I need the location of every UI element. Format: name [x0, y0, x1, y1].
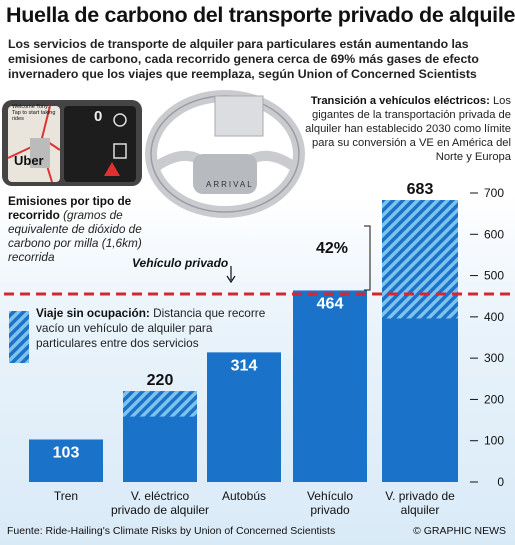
category-label-line: alquiler — [400, 503, 440, 517]
page-title: Huella de carbono del transporte privado… — [6, 3, 515, 27]
percent-bracket — [364, 225, 371, 291]
emissions-note-heading: Emisiones por tipo de recorrido — [8, 194, 132, 222]
emissions-note-body: (gramos de equivalente de dióxido de car… — [8, 208, 142, 264]
fuel-icon — [113, 143, 127, 159]
vehicle-brand: ARRIVAL — [206, 180, 254, 189]
ytick-label-7: 700 — [484, 186, 504, 200]
bar-empty-trip-1 — [123, 391, 197, 417]
ytick-label-1: 100 — [484, 434, 504, 448]
empty-trip-note-heading: Viaje sin ocupación: — [36, 306, 150, 320]
reference-label: Vehículo privado — [132, 256, 229, 270]
empty-trip-note-body: Distancia que recorre vacío un vehículo … — [36, 306, 266, 350]
value-label-1: 220 — [147, 372, 174, 389]
ytick-label-4: 400 — [484, 310, 504, 324]
value-label-2: 314 — [231, 357, 258, 374]
ytick-label-2: 200 — [484, 392, 504, 406]
category-label-4: V. privado de alquiler — [365, 489, 475, 517]
category-label-3: Vehículo privado — [275, 489, 385, 517]
category-label-line: privado — [310, 503, 350, 517]
uber-logo: Uber — [14, 153, 44, 168]
reference-arrow-icon — [226, 266, 236, 284]
emissions-note: Emisiones por tipo de recorrido (gramos … — [8, 194, 158, 264]
value-label-3: 464 — [317, 295, 344, 312]
category-label-line: Vehículo — [306, 489, 354, 503]
steering-screen — [214, 95, 264, 137]
reference-percent: 42% — [316, 240, 349, 257]
ytick-label-3: 300 — [484, 351, 504, 365]
category-label-2: Autobús — [189, 489, 299, 503]
transition-note-body: Los gigantes de la transportación privad… — [305, 95, 511, 163]
legend-swatch-empty-trip — [9, 311, 29, 363]
copyright-text: © GRAPHIC NEWS — [413, 525, 506, 537]
page-subtitle: Los servicios de transporte de alquiler … — [8, 37, 479, 81]
phone-greeting: Welcome Tony. Tap to start taking rides — [12, 104, 56, 122]
category-label-line: V. eléctrico — [130, 489, 190, 503]
steering-hub — [193, 154, 257, 194]
empty-trip-note: Viaje sin ocupación: Distancia que recor… — [36, 306, 276, 351]
category-label-line: privado de alquiler — [110, 503, 210, 517]
dashboard-phone-illustration — [2, 100, 142, 186]
ytick-label-5: 500 — [484, 269, 504, 283]
hazard-icon — [104, 162, 120, 176]
value-label-4: 683 — [407, 181, 434, 198]
category-label-line: V. privado de — [385, 489, 455, 503]
bar-empty-trip-4 — [382, 200, 458, 319]
gear-readout: 0 — [94, 108, 103, 125]
bar-3 — [293, 290, 367, 482]
transition-note: Transición a vehículos eléctricos: Los g… — [291, 94, 511, 164]
category-label-line: Autobús — [221, 489, 267, 503]
category-label-line: Tren — [53, 489, 79, 503]
settings-gear-icon — [113, 113, 127, 127]
driver-photo — [30, 138, 50, 168]
ytick-label-6: 600 — [484, 227, 504, 241]
value-label-0: 103 — [53, 444, 80, 461]
category-label-1: V. eléctrico privado de alquiler — [105, 489, 215, 517]
steering-wheel-illustration — [145, 90, 305, 218]
bar-2 — [207, 352, 281, 482]
ytick-label-0: 0 — [497, 475, 504, 489]
transition-note-heading: Transición a vehículos eléctricos: — [310, 95, 490, 107]
category-label-0: Tren — [11, 489, 121, 503]
bar-chart: 103 220 314 464 683 0 100 200 300 400 500 600 700 — [4, 181, 511, 489]
bar-0 — [29, 439, 103, 482]
source-text: Fuente: Ride-Hailing's Climate Risks by … — [7, 525, 336, 537]
